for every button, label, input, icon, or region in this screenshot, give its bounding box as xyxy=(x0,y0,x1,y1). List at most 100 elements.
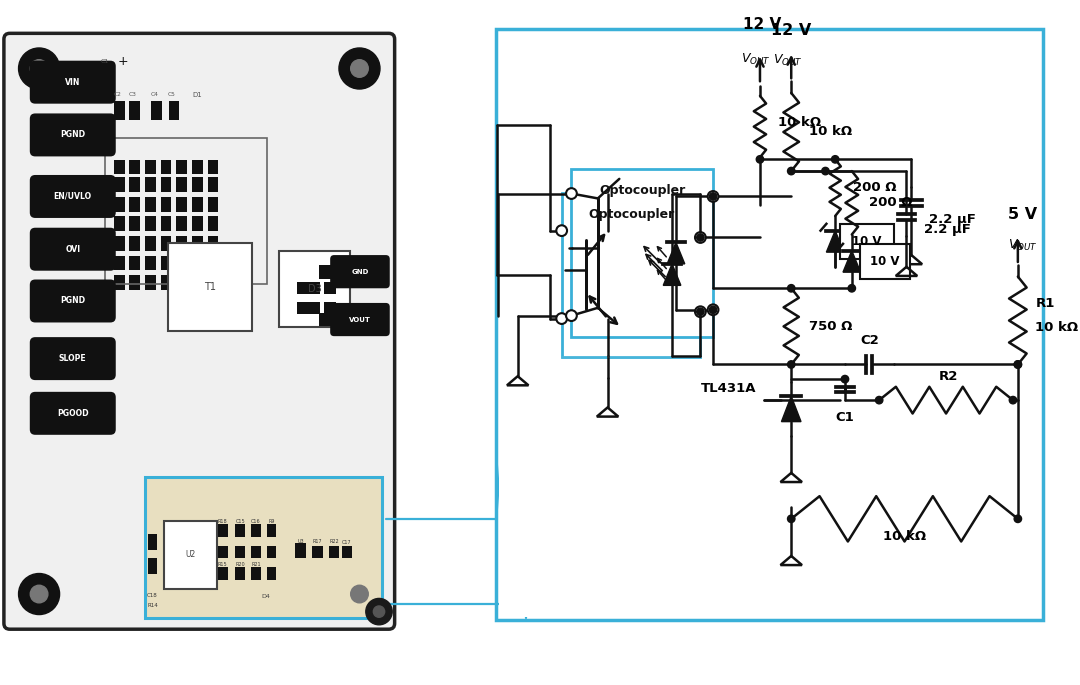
Bar xyxy=(113,177,124,192)
Bar xyxy=(309,282,321,294)
Bar xyxy=(192,197,203,212)
Bar xyxy=(342,546,352,558)
Bar xyxy=(207,216,218,231)
Bar xyxy=(148,558,158,573)
Text: D1: D1 xyxy=(192,92,202,98)
Bar xyxy=(207,236,218,251)
Bar xyxy=(151,101,162,121)
Bar xyxy=(148,534,158,550)
Text: C17: C17 xyxy=(342,540,352,545)
Bar xyxy=(267,524,276,537)
Circle shape xyxy=(696,232,705,243)
Bar xyxy=(176,197,187,212)
Bar xyxy=(130,256,140,270)
Bar xyxy=(145,256,156,270)
Text: $V_{OUT}$: $V_{OUT}$ xyxy=(1008,238,1038,253)
Text: R14: R14 xyxy=(147,603,158,608)
Circle shape xyxy=(841,375,849,383)
Bar xyxy=(87,69,104,99)
Text: EN/UVLO: EN/UVLO xyxy=(54,192,92,201)
FancyBboxPatch shape xyxy=(330,255,390,288)
Bar xyxy=(161,236,172,251)
Text: 750 Ω: 750 Ω xyxy=(809,320,852,333)
Bar xyxy=(496,29,1043,621)
Bar xyxy=(571,169,713,337)
Circle shape xyxy=(18,48,59,89)
Text: U2: U2 xyxy=(186,551,195,560)
Bar xyxy=(192,216,203,231)
Circle shape xyxy=(696,306,705,317)
Bar xyxy=(328,546,339,558)
Bar xyxy=(130,216,140,231)
Text: C2: C2 xyxy=(113,92,121,97)
Circle shape xyxy=(30,585,48,603)
Bar xyxy=(267,567,276,580)
Text: 10 kΩ: 10 kΩ xyxy=(883,530,927,543)
Text: C16: C16 xyxy=(252,519,260,524)
Circle shape xyxy=(374,606,384,617)
Bar xyxy=(176,236,187,251)
Text: R2: R2 xyxy=(939,369,958,382)
Bar xyxy=(218,567,228,580)
Text: R15: R15 xyxy=(218,562,228,566)
Text: TL431A: TL431A xyxy=(701,382,756,395)
Text: SLOPE: SLOPE xyxy=(59,354,86,363)
Text: PGOOD: PGOOD xyxy=(57,409,89,418)
Text: R22: R22 xyxy=(329,539,339,544)
Bar xyxy=(192,256,203,270)
Bar xyxy=(176,256,187,270)
Circle shape xyxy=(1009,397,1016,404)
Polygon shape xyxy=(782,396,801,422)
Circle shape xyxy=(351,60,368,77)
Bar xyxy=(130,160,140,175)
Bar xyxy=(860,245,910,279)
Bar xyxy=(161,160,172,175)
Bar xyxy=(176,160,187,175)
Circle shape xyxy=(876,397,882,404)
Text: C2: C2 xyxy=(860,334,879,347)
Circle shape xyxy=(707,304,718,315)
Circle shape xyxy=(18,573,59,614)
Text: C3: C3 xyxy=(129,92,137,97)
Text: 10 kΩ: 10 kΩ xyxy=(778,116,821,129)
Text: R1: R1 xyxy=(1036,297,1055,310)
Bar xyxy=(130,101,140,121)
FancyBboxPatch shape xyxy=(30,227,116,271)
Bar xyxy=(176,216,187,231)
Circle shape xyxy=(787,515,795,523)
Bar xyxy=(164,521,217,589)
FancyBboxPatch shape xyxy=(4,34,394,630)
Text: $V_{OUT}$: $V_{OUT}$ xyxy=(741,52,771,67)
Bar xyxy=(113,101,124,121)
Polygon shape xyxy=(667,242,685,264)
Bar xyxy=(130,177,140,192)
Text: 10 V: 10 V xyxy=(852,235,881,248)
Bar xyxy=(130,236,140,251)
Bar xyxy=(176,177,187,192)
Text: Optocoupler: Optocoupler xyxy=(599,184,686,197)
Polygon shape xyxy=(663,264,680,286)
Bar xyxy=(161,256,172,270)
Bar xyxy=(161,216,172,231)
Text: OVI: OVI xyxy=(65,245,80,253)
FancyBboxPatch shape xyxy=(30,114,116,156)
Text: Optocoupler: Optocoupler xyxy=(588,208,674,221)
Circle shape xyxy=(556,225,567,236)
Bar xyxy=(207,275,218,290)
Bar xyxy=(840,224,894,259)
Text: R9: R9 xyxy=(268,519,274,524)
Text: R20: R20 xyxy=(235,562,245,566)
Bar xyxy=(499,32,1040,617)
Bar xyxy=(145,160,156,175)
Bar xyxy=(207,197,218,212)
FancyBboxPatch shape xyxy=(330,303,390,336)
Bar xyxy=(320,265,332,279)
Text: 5 V: 5 V xyxy=(1008,207,1037,222)
Text: C15: C15 xyxy=(235,519,245,524)
Circle shape xyxy=(566,188,577,199)
FancyBboxPatch shape xyxy=(30,61,116,103)
Text: $V_{OUT}$: $V_{OUT}$ xyxy=(773,53,804,68)
Text: 10 V: 10 V xyxy=(870,255,900,268)
Circle shape xyxy=(351,585,368,603)
Bar xyxy=(113,216,124,231)
